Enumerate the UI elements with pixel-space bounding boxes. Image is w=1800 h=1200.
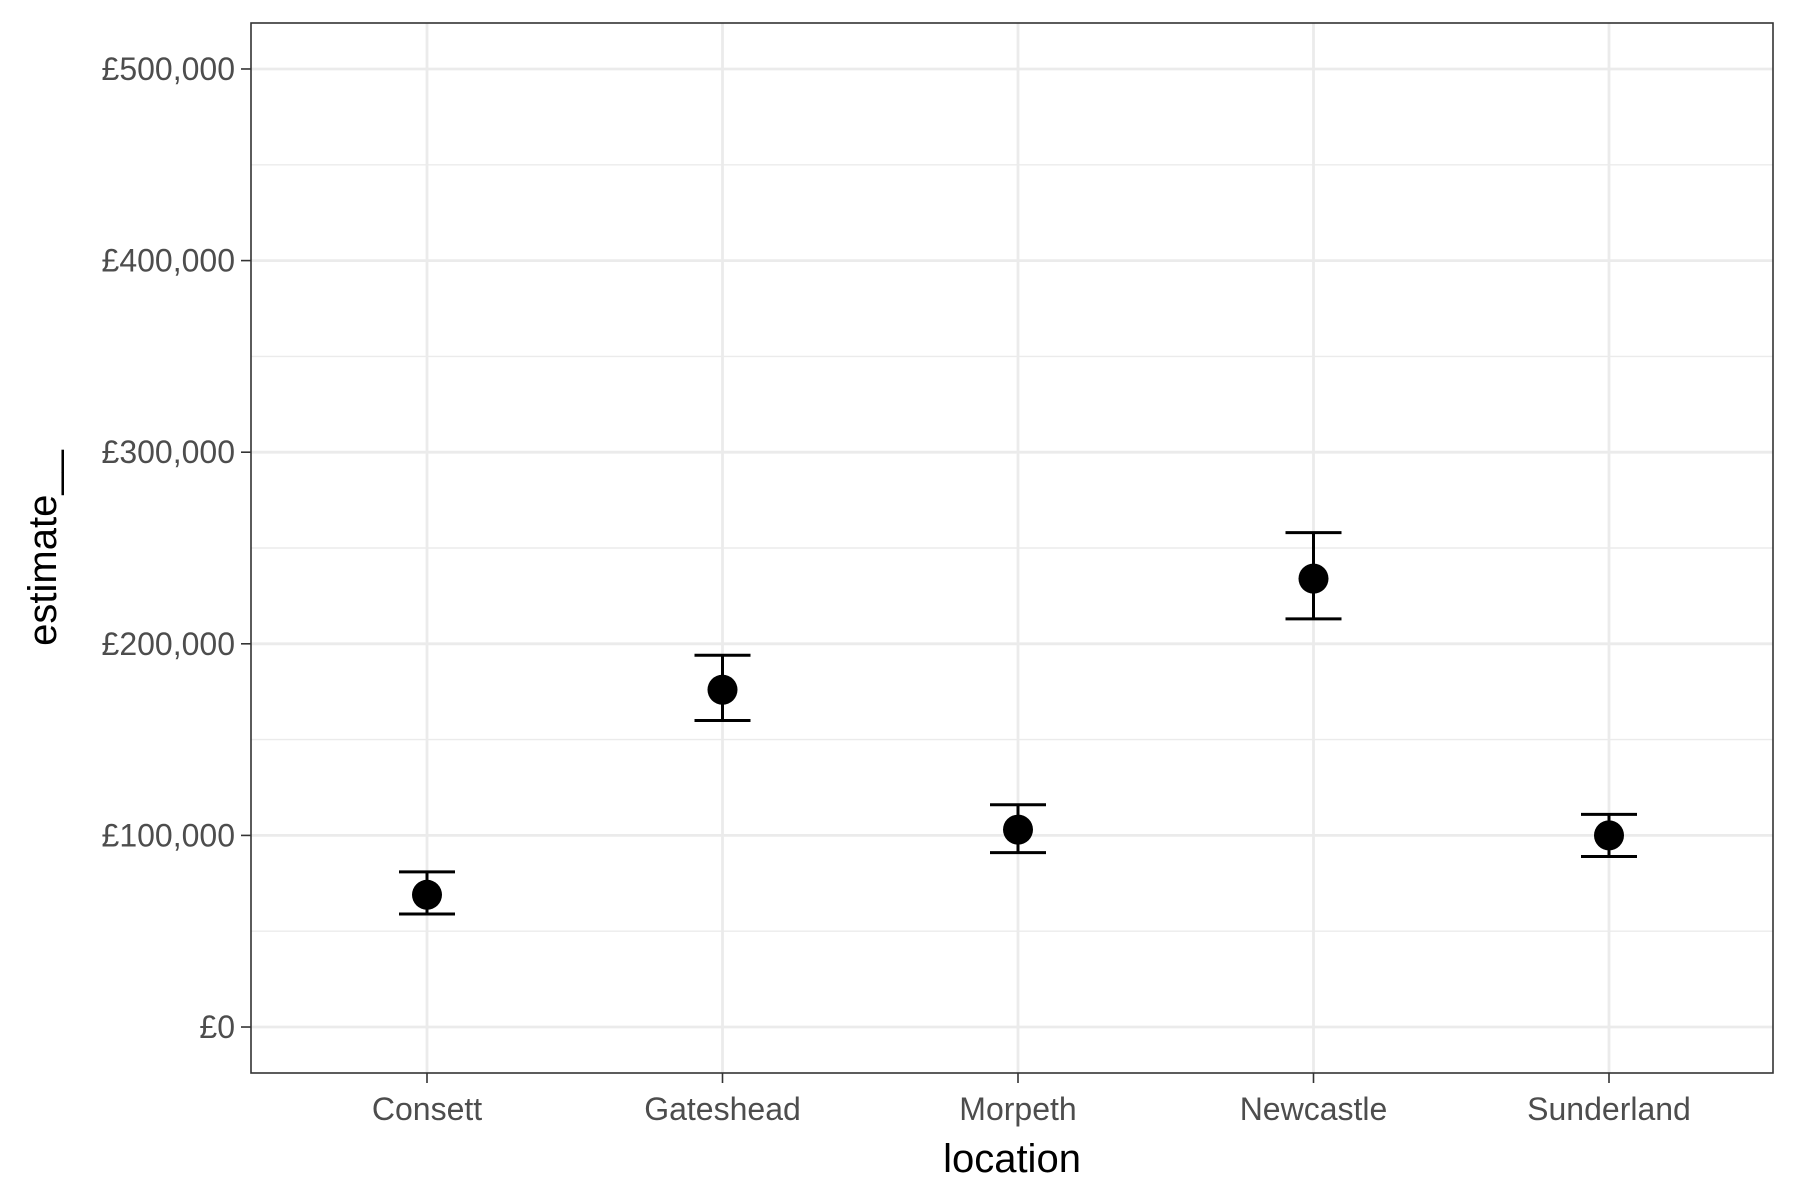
x-tick-label: Gateshead <box>644 1091 801 1127</box>
data-point-morpeth <box>1003 814 1033 845</box>
x-tick-label: Morpeth <box>959 1091 1076 1127</box>
y-tick-label: £100,000 <box>102 817 235 853</box>
panel-border <box>250 22 1774 1074</box>
y-tick-label: £400,000 <box>102 243 235 279</box>
x-axis-title: location <box>943 1137 1081 1181</box>
data-point-gateshead <box>707 674 738 705</box>
x-axis: Consett Gateshead Morpeth Newcastle Sunderla… <box>372 1073 1691 1127</box>
data-point-newcastle <box>1298 563 1329 594</box>
y-axis-title: estimate__ <box>21 449 65 645</box>
data-marks <box>399 531 1637 916</box>
data-point-consett <box>412 879 442 910</box>
y-tick-label: £500,000 <box>102 51 235 87</box>
x-tick-label: Newcastle <box>1240 1091 1388 1127</box>
x-tick-label: Sunderland <box>1527 1091 1691 1127</box>
y-tick-label: £300,000 <box>102 434 235 470</box>
data-point-sunderland <box>1594 820 1624 851</box>
y-axis: £0 £100,000 £200,000 £300,000 £400,000 £500,0… <box>102 51 251 1045</box>
y-tick-label: £200,000 <box>102 626 235 662</box>
major-gridlines <box>251 23 1773 1073</box>
minor-gridlines <box>251 164 1773 932</box>
y-tick-label: £0 <box>199 1009 235 1045</box>
x-tick-label: Consett <box>372 1091 482 1127</box>
